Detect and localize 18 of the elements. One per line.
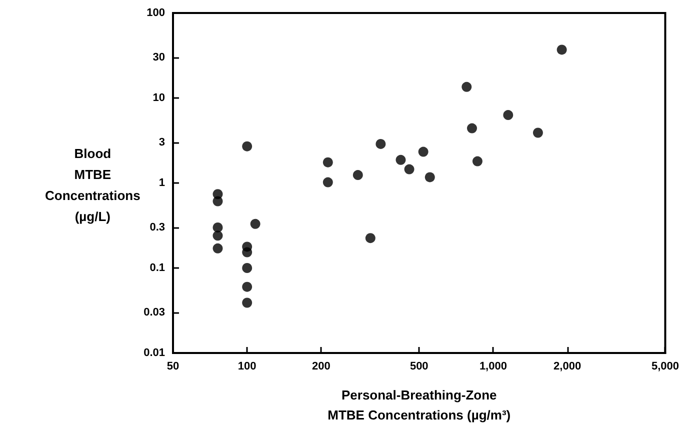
y-tick-label: 30 <box>152 51 165 64</box>
x-tick-label: 500 <box>410 360 428 372</box>
y-tick-label: 3 <box>158 136 165 148</box>
x-tick-label: 200 <box>312 360 330 372</box>
x-tick-label: 50 <box>166 360 180 372</box>
y-tick-label: 0.1 <box>150 262 165 274</box>
x-tick-label: 100 <box>238 360 256 372</box>
y-tick-label: 0.3 <box>150 221 165 234</box>
x-tick-label: 5,000 <box>651 360 679 372</box>
y-tick-label: 10 <box>152 92 165 104</box>
x-tick-label: 1,000 <box>479 360 507 372</box>
y-tick-label: 0.01 <box>144 347 165 359</box>
x-tick-label: 2,000 <box>554 360 582 372</box>
y-axis-title: Blood MTBE Concentrations (µg/L) <box>45 146 140 224</box>
y-tick-label: 1 <box>158 177 165 189</box>
y-tick-label: 100 <box>146 7 165 19</box>
y-tick-label: 0.03 <box>144 306 165 318</box>
x-axis-title: Personal-Breathing-Zone MTBE Concentrations (µg/m³) <box>328 388 511 422</box>
